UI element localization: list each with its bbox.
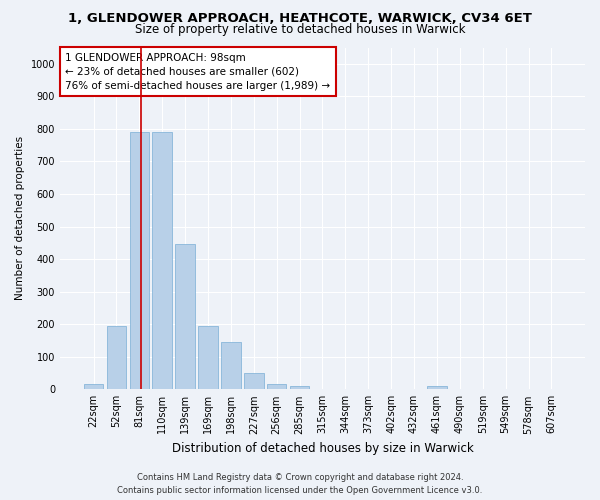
Bar <box>84 384 103 390</box>
Bar <box>198 326 218 390</box>
Bar <box>290 386 309 390</box>
Bar <box>244 373 263 390</box>
Y-axis label: Number of detached properties: Number of detached properties <box>15 136 25 300</box>
Bar <box>130 132 149 390</box>
Text: 1, GLENDOWER APPROACH, HEATHCOTE, WARWICK, CV34 6ET: 1, GLENDOWER APPROACH, HEATHCOTE, WARWIC… <box>68 12 532 26</box>
Bar <box>221 342 241 390</box>
Bar <box>175 244 195 390</box>
Bar <box>152 132 172 390</box>
Text: Contains HM Land Registry data © Crown copyright and database right 2024.
Contai: Contains HM Land Registry data © Crown c… <box>118 474 482 495</box>
Text: 1 GLENDOWER APPROACH: 98sqm
← 23% of detached houses are smaller (602)
76% of se: 1 GLENDOWER APPROACH: 98sqm ← 23% of det… <box>65 52 330 90</box>
Bar <box>427 386 446 390</box>
Bar <box>267 384 286 390</box>
X-axis label: Distribution of detached houses by size in Warwick: Distribution of detached houses by size … <box>172 442 473 455</box>
Bar <box>107 326 126 390</box>
Text: Size of property relative to detached houses in Warwick: Size of property relative to detached ho… <box>135 22 465 36</box>
